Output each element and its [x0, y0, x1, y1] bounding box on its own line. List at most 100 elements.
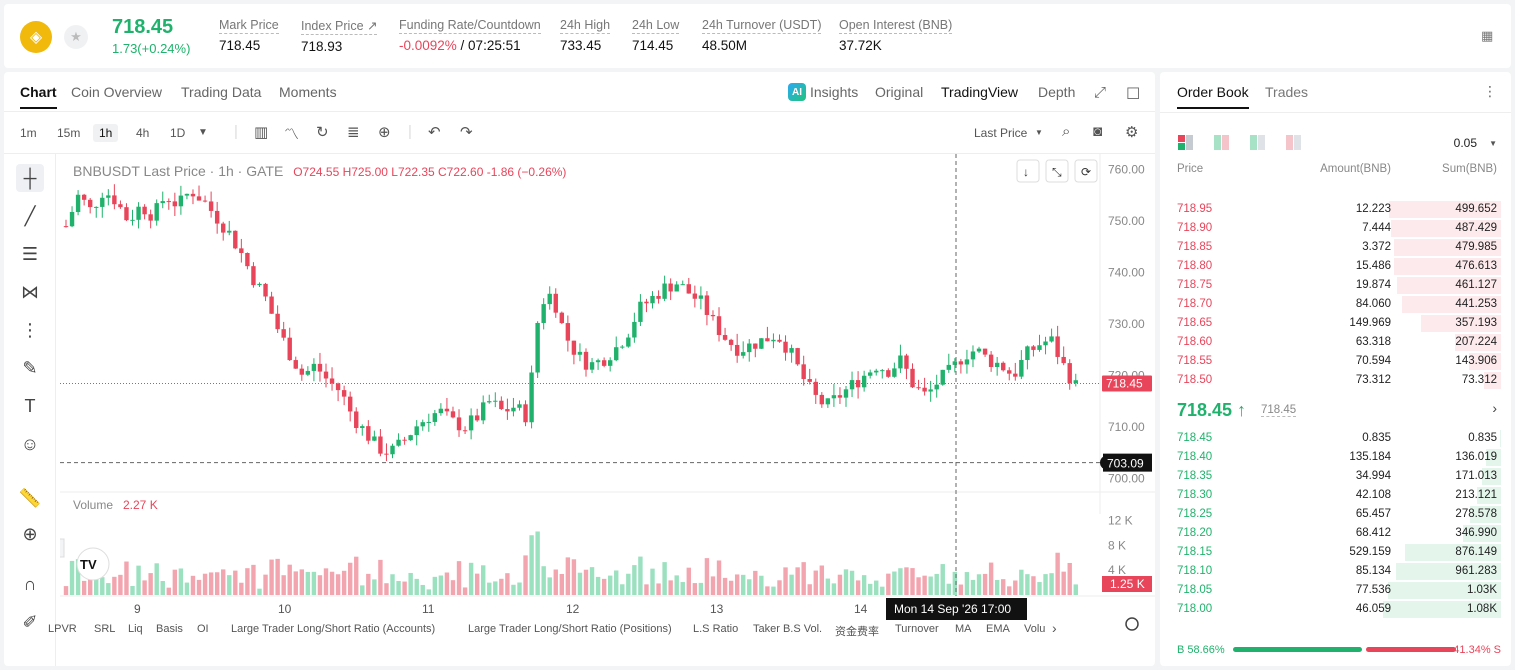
ohlc-values: O724.55 H725.00 L722.35 C722.60 -1.86 (−…: [293, 165, 567, 179]
candle-body: [287, 337, 292, 361]
emoji-tool-icon[interactable]: ☺: [20, 433, 40, 454]
indicator-item[interactable]: Volu: [1024, 623, 1046, 635]
view-tradingview[interactable]: TradingView: [941, 84, 1019, 100]
indicator-item[interactable]: L.S Ratio: [693, 623, 739, 635]
volume-bar: [390, 574, 395, 595]
time-tick-label: 9: [134, 602, 141, 616]
view-original[interactable]: Original: [875, 84, 924, 100]
ask-row[interactable]: 718.50 73.312 73.312: [1160, 371, 1511, 390]
ask-row[interactable]: 718.65 149.969 357.193: [1160, 314, 1511, 333]
crosshair-tool-icon[interactable]: ┼: [16, 164, 44, 192]
indicator-item[interactable]: MA: [955, 623, 972, 635]
tab-coin-overview[interactable]: Coin Overview: [71, 84, 163, 100]
candle-body: [861, 375, 867, 388]
bid-row[interactable]: 718.25 65.457 278.578: [1160, 505, 1511, 524]
settings-gear-icon[interactable]: ⚙: [1125, 124, 1139, 141]
candle-type-icon[interactable]: ▥: [254, 124, 269, 141]
compare-icon[interactable]: ↻: [316, 124, 329, 141]
insights-button[interactable]: Insights: [810, 84, 859, 100]
add-indicator-icon[interactable]: ⊕: [378, 124, 391, 141]
tab-trading-data[interactable]: Trading Data: [181, 84, 262, 100]
price-source-select[interactable]: Last Price: [974, 126, 1028, 140]
indicator-item[interactable]: LPVR: [48, 623, 77, 635]
notes-icon[interactable]: ▦: [1481, 28, 1494, 43]
indicator-scroll-right-icon[interactable]: ›: [1052, 620, 1057, 636]
bid-row[interactable]: 718.00 46.059 1.08K: [1160, 600, 1511, 619]
ask-row[interactable]: 718.80 15.486 476.613: [1160, 257, 1511, 276]
view-depth[interactable]: Depth: [1038, 84, 1076, 100]
ask-row[interactable]: 718.55 70.594 143.906: [1160, 352, 1511, 371]
undo-icon[interactable]: ↶: [428, 124, 441, 141]
more-icon[interactable]: ⋮: [1483, 83, 1497, 99]
templates-icon[interactable]: ≣: [347, 124, 360, 141]
reset-pane-icon[interactable]: [1074, 159, 1098, 183]
indicator-item[interactable]: Basis: [156, 623, 183, 635]
horizontal-lines-tool-icon[interactable]: ☰: [21, 243, 39, 264]
text-tool-icon[interactable]: T: [24, 395, 36, 416]
indicators-icon[interactable]: 〽: [284, 126, 300, 143]
chart-area[interactable]: 760.00750.00740.00730.00720.00710.00700.…: [55, 154, 1155, 634]
interval-dropdown-icon[interactable]: ▼: [198, 127, 208, 138]
candle-body: [408, 435, 413, 441]
zoom-tool-icon[interactable]: ⊕: [22, 523, 38, 544]
bid-row[interactable]: 718.35 34.994 171.013: [1160, 467, 1511, 486]
collapse-icon[interactable]: [1016, 159, 1040, 183]
indicator-item[interactable]: Large Trader Long/Short Ratio (Positions…: [468, 623, 672, 635]
bid-row[interactable]: 718.45 0.835 0.835: [1160, 429, 1511, 448]
ai-insights-icon[interactable]: AI: [788, 83, 806, 101]
volume-bar: [75, 559, 81, 595]
indicator-item[interactable]: Liq: [128, 623, 143, 635]
price-chart[interactable]: 760.00750.00740.00730.00720.00710.00700.…: [55, 154, 1155, 634]
bid-row[interactable]: 718.20 68.412 346.990: [1160, 524, 1511, 543]
indicator-item[interactable]: OI: [197, 623, 209, 635]
redo-icon[interactable]: ↷: [460, 124, 473, 141]
bid-row[interactable]: 718.30 42.108 213.121: [1160, 486, 1511, 505]
ruler-tool-icon[interactable]: 📏: [18, 487, 42, 508]
col-sum: Sum(BNB): [1442, 163, 1497, 175]
ask-row[interactable]: 718.85 3.372 479.985: [1160, 238, 1511, 257]
volume-bar: [505, 573, 510, 595]
precision-select[interactable]: 0.05: [1453, 136, 1477, 150]
indicator-item[interactable]: Large Trader Long/Short Ratio (Accounts): [231, 623, 436, 635]
bid-row[interactable]: 718.05 77.536 1.03K: [1160, 581, 1511, 600]
camera-icon[interactable]: ◙: [1093, 123, 1103, 140]
pattern-tool-icon[interactable]: ⋈: [21, 281, 39, 302]
tab-order-book[interactable]: Order Book: [1177, 84, 1249, 109]
interval-1m[interactable]: 1m: [20, 126, 37, 140]
ask-row[interactable]: 718.75 19.874 461.127: [1160, 276, 1511, 295]
pencil-lock-icon[interactable]: ✐: [22, 611, 38, 632]
search-icon[interactable]: ⌕: [1062, 123, 1071, 140]
precision-dropdown-icon[interactable]: ▼: [1489, 139, 1497, 148]
price-source-dropdown-icon[interactable]: ▼: [1035, 128, 1043, 137]
fib-tool-icon[interactable]: ⋮: [21, 319, 39, 340]
tab-moments[interactable]: Moments: [279, 84, 337, 100]
interval-1d[interactable]: 1D: [170, 126, 186, 140]
indicator-item[interactable]: EMA: [986, 623, 1010, 635]
indicator-item[interactable]: SRL: [94, 623, 116, 635]
fullscreen-icon[interactable]: ⤢: [1094, 84, 1107, 101]
tab-trades[interactable]: Trades: [1265, 84, 1309, 100]
ask-row[interactable]: 718.70 84.060 441.253: [1160, 295, 1511, 314]
bid-row[interactable]: 718.40 135.184 136.019: [1160, 448, 1511, 467]
chevron-right-icon[interactable]: ›: [1492, 400, 1497, 416]
volume-bar: [154, 563, 159, 595]
ask-row[interactable]: 718.95 12.223 499.652: [1160, 200, 1511, 219]
bid-row[interactable]: 718.10 85.134 961.283: [1160, 562, 1511, 581]
layout-toggles[interactable]: [1178, 134, 1318, 152]
magnet-tool-icon[interactable]: ∩: [23, 573, 37, 594]
interval-4h[interactable]: 4h: [136, 126, 150, 140]
ask-row[interactable]: 718.90 7.444 487.429: [1160, 219, 1511, 238]
favorite-star-icon[interactable]: ★: [64, 25, 88, 49]
trendline-tool-icon[interactable]: ╱: [24, 205, 36, 226]
indicator-item[interactable]: 资金费率: [835, 626, 879, 638]
indicator-item[interactable]: Turnover: [895, 623, 939, 635]
maximize-pane-icon[interactable]: [1045, 159, 1069, 183]
bid-row[interactable]: 718.15 529.159 876.149: [1160, 543, 1511, 562]
interval-15m[interactable]: 15m: [57, 126, 81, 140]
tab-chart[interactable]: Chart: [20, 84, 57, 109]
indicator-item[interactable]: Taker B.S Vol.: [753, 623, 823, 635]
ask-row[interactable]: 718.60 63.318 207.224: [1160, 333, 1511, 352]
window-icon[interactable]: ☐: [1126, 86, 1141, 103]
interval-1h[interactable]: 1h: [93, 124, 119, 142]
brush-tool-icon[interactable]: ✎: [22, 357, 38, 378]
